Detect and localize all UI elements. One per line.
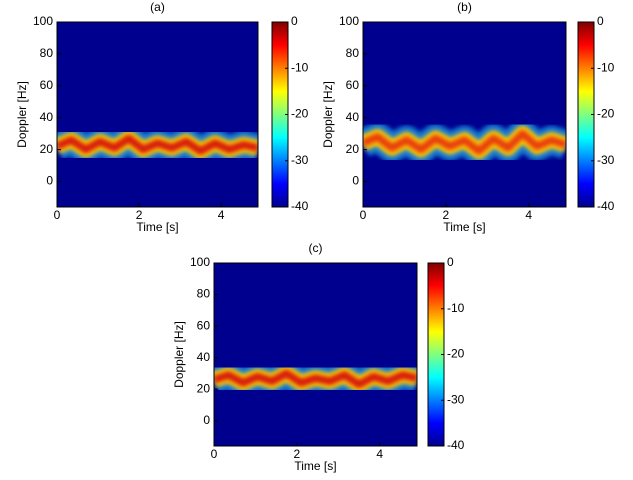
- colorbar-tick-label: -10: [447, 301, 465, 315]
- x-axis-label: Time [s]: [443, 220, 485, 234]
- x-axis-label: Time [s]: [136, 220, 178, 234]
- x-tick-label: 0: [211, 447, 218, 461]
- chart-title: (b): [457, 0, 472, 14]
- y-tick-label: 0: [203, 413, 210, 427]
- band: [57, 134, 258, 156]
- y-tick-label: 60: [197, 318, 211, 332]
- y-tick-label: 20: [197, 381, 211, 395]
- y-tick-label: 20: [40, 142, 54, 156]
- y-tick-label: 40: [40, 110, 54, 124]
- y-tick-label: 40: [346, 110, 360, 124]
- colorbar-tick-label: -30: [291, 153, 309, 167]
- spectrogram: [214, 359, 417, 429]
- x-tick-label: 2: [294, 447, 301, 461]
- colorbar-tick-label: -40: [597, 199, 615, 213]
- x-tick-label: 4: [525, 208, 532, 222]
- y-tick-label: 100: [339, 14, 359, 28]
- colorbar-tick-label: -20: [447, 347, 465, 361]
- colorbar-tick-label: -20: [597, 107, 615, 121]
- y-tick-label: 0: [352, 174, 359, 188]
- colorbar-tick-label: -10: [597, 60, 615, 74]
- y-tick-label: 20: [346, 142, 360, 156]
- x-tick-label: 4: [376, 447, 383, 461]
- y-tick-label: 80: [346, 46, 360, 60]
- y-tick-label: 100: [190, 255, 210, 269]
- colorbar-tick-label: 0: [447, 255, 454, 269]
- x-tick-label: 2: [136, 208, 143, 222]
- y-tick-label: 80: [197, 287, 211, 301]
- y-tick-label: 100: [33, 14, 53, 28]
- colorbar-tick-label: -30: [447, 392, 465, 406]
- colorbar-tick-label: -30: [597, 153, 615, 167]
- plot-frame: [213, 262, 418, 447]
- colorbar-tick-label: 0: [597, 14, 604, 28]
- y-tick-label: 60: [40, 78, 54, 92]
- colorbar-tick-label: -40: [447, 438, 465, 452]
- y-tick-label: 60: [346, 78, 360, 92]
- spectrogram: [57, 124, 258, 190]
- x-tick-label: 0: [360, 208, 367, 222]
- chart-title: (c): [309, 241, 323, 255]
- colorbar-tick-label: 0: [291, 14, 298, 28]
- y-axis-label: Doppler [Hz]: [172, 321, 186, 388]
- y-axis-label: Doppler [Hz]: [321, 81, 335, 148]
- y-tick-label: 40: [197, 350, 211, 364]
- y-tick-label: 80: [40, 46, 54, 60]
- x-tick-label: 4: [218, 208, 225, 222]
- x-tick-label: 2: [443, 208, 450, 222]
- colorbar-tick-label: -40: [291, 199, 309, 213]
- colorbar-tick-label: -20: [291, 107, 309, 121]
- y-tick-label: 0: [46, 174, 53, 188]
- plot-frame: [56, 21, 259, 208]
- x-axis-label: Time [s]: [294, 459, 336, 473]
- band: [214, 369, 417, 389]
- band: [363, 129, 566, 156]
- colorbar-tick-label: -10: [291, 60, 309, 74]
- x-tick-label: 0: [54, 208, 61, 222]
- plot-frame: [362, 21, 567, 208]
- spectrogram: [363, 119, 566, 190]
- chart-title: (a): [150, 0, 165, 14]
- y-axis-label: Doppler [Hz]: [15, 81, 29, 148]
